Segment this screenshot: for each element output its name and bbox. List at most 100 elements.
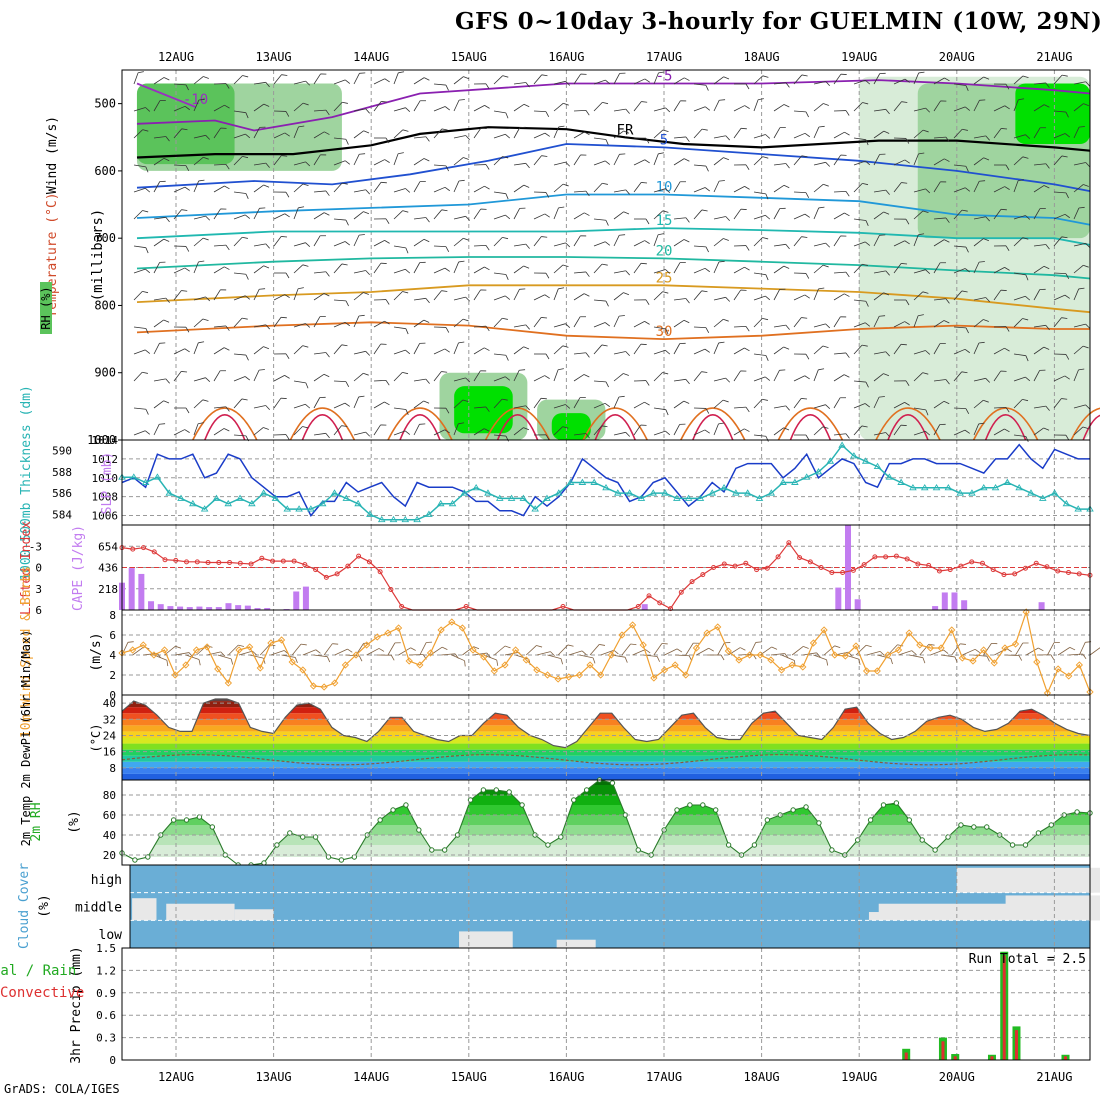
wind-axis-unit: (m/s) bbox=[89, 632, 104, 671]
temp-tick-label: 16 bbox=[103, 746, 116, 759]
thickness-tick-label: 588 bbox=[52, 466, 72, 479]
rh-marker bbox=[765, 818, 769, 822]
surface-barb-staff bbox=[537, 652, 551, 655]
thickness-tick-label: 586 bbox=[52, 487, 72, 500]
surface-barb-staff bbox=[718, 643, 725, 655]
surface-barb-flag bbox=[411, 646, 416, 652]
middle-cloud-area bbox=[1006, 895, 1100, 920]
surface-barb-staff bbox=[590, 644, 599, 655]
precip-convective-bar bbox=[954, 1056, 957, 1060]
temp-color-band bbox=[122, 768, 1090, 774]
precip-convective-bar bbox=[1064, 1056, 1067, 1060]
pressure-tick-label: 900 bbox=[94, 366, 116, 380]
surface-wind-barb bbox=[558, 643, 573, 659]
run-total-label: Run Total = 2.5 bbox=[969, 952, 1086, 967]
surface-barb-staff bbox=[367, 648, 379, 655]
cape-bar bbox=[961, 600, 967, 610]
date-tick-label-top: 21AUG bbox=[1036, 50, 1072, 64]
surface-barb-staff bbox=[675, 655, 689, 656]
surface-wind-barb bbox=[1090, 645, 1100, 659]
rh-marker bbox=[791, 808, 795, 812]
rh-marker bbox=[1049, 823, 1053, 827]
surface-wind-barb bbox=[546, 655, 564, 664]
rh-marker bbox=[894, 801, 898, 805]
surface-barb-flag bbox=[1023, 640, 1029, 645]
temp-tick-label: 8 bbox=[109, 762, 116, 775]
surface-barb-flag bbox=[890, 658, 894, 664]
wind-tick-label: 6 bbox=[109, 629, 116, 642]
rh-marker bbox=[830, 848, 834, 852]
temp-color-band bbox=[122, 774, 1090, 780]
slp-tick-label: 1014 bbox=[92, 434, 119, 447]
surface-barb-staff bbox=[1026, 648, 1038, 655]
rh-marker bbox=[933, 848, 937, 852]
wind-speed-line bbox=[122, 612, 1090, 693]
temp-color-band bbox=[122, 701, 1090, 707]
rh-marker bbox=[1023, 843, 1027, 847]
precip-convective-bar bbox=[990, 1056, 993, 1060]
surface-barb-flag bbox=[347, 648, 352, 654]
rh-marker bbox=[1075, 810, 1079, 814]
rh-color-band bbox=[122, 825, 1090, 835]
surface-wind-barb bbox=[844, 655, 862, 665]
cloud-axis-label: Cloud Cover bbox=[17, 863, 32, 949]
surface-barb-staff bbox=[782, 655, 795, 660]
date-tick-label-top: 15AUG bbox=[451, 50, 487, 64]
surface-wind-barb bbox=[792, 645, 808, 659]
cape-tick-label: 436 bbox=[98, 562, 118, 575]
surface-wind-barb bbox=[930, 649, 948, 660]
precip-legend-total: tal / Rain bbox=[0, 963, 76, 979]
cape-bar bbox=[148, 601, 154, 610]
cape-tick-label: 654 bbox=[98, 540, 118, 553]
rh-marker bbox=[339, 858, 343, 862]
surface-wind-barb bbox=[450, 655, 468, 666]
rh-color-band bbox=[122, 795, 1090, 805]
rh-color-band bbox=[122, 805, 1090, 815]
rh-axis-label: 2m RH bbox=[29, 802, 44, 841]
rh-marker bbox=[572, 798, 576, 802]
date-tick-label-bottom: 16AUG bbox=[548, 1070, 584, 1084]
pressure-tick-label: 600 bbox=[94, 164, 116, 178]
cape-bar bbox=[225, 603, 231, 610]
precip-convective-bar bbox=[941, 1041, 944, 1060]
cloud-level-label: high bbox=[91, 873, 122, 888]
cape-bar bbox=[1039, 602, 1045, 610]
date-tick-label-bottom: 13AUG bbox=[256, 1070, 292, 1084]
surface-wind-barb bbox=[133, 645, 150, 659]
rh-marker bbox=[442, 848, 446, 852]
isotherm-label: 10 bbox=[656, 179, 673, 195]
surface-barb-flag bbox=[128, 640, 134, 645]
rh-marker bbox=[868, 818, 872, 822]
rh-tick-label: 40 bbox=[103, 829, 116, 842]
wind-legend-label: Wind (m/s) bbox=[45, 116, 60, 194]
surface-barb-flag bbox=[954, 657, 958, 662]
rh-marker bbox=[404, 803, 408, 807]
rh-marker bbox=[507, 790, 511, 794]
surface-barb-flag bbox=[391, 655, 394, 660]
high-cloud-area bbox=[986, 873, 1015, 892]
surface-barb-flag bbox=[991, 641, 997, 646]
surface-barb-flag bbox=[560, 659, 564, 665]
temp-color-band bbox=[122, 744, 1090, 750]
surface-barb-flag bbox=[359, 656, 362, 661]
surface-barb-staff bbox=[1079, 642, 1085, 655]
cape-bar bbox=[177, 607, 183, 610]
rh-marker bbox=[959, 823, 963, 827]
surface-barb-staff bbox=[633, 650, 646, 655]
surface-barb-staff bbox=[686, 643, 693, 655]
surface-wind-barb bbox=[377, 655, 394, 660]
surface-wind-barb bbox=[824, 644, 840, 659]
surface-barb-staff bbox=[303, 650, 316, 655]
surface-barb-flag bbox=[395, 640, 401, 645]
middle-cloud-area bbox=[235, 909, 274, 920]
surface-barb-flag bbox=[332, 641, 338, 646]
precip-convective-bar bbox=[905, 1053, 908, 1060]
rh-marker bbox=[610, 781, 614, 785]
cape-bar bbox=[245, 606, 251, 610]
slp-axis-label: SLP (mb) bbox=[100, 452, 115, 515]
slp-line bbox=[122, 445, 1090, 516]
rh-marker bbox=[275, 843, 279, 847]
rh-marker bbox=[481, 788, 485, 792]
surface-barb-flag bbox=[592, 658, 596, 664]
